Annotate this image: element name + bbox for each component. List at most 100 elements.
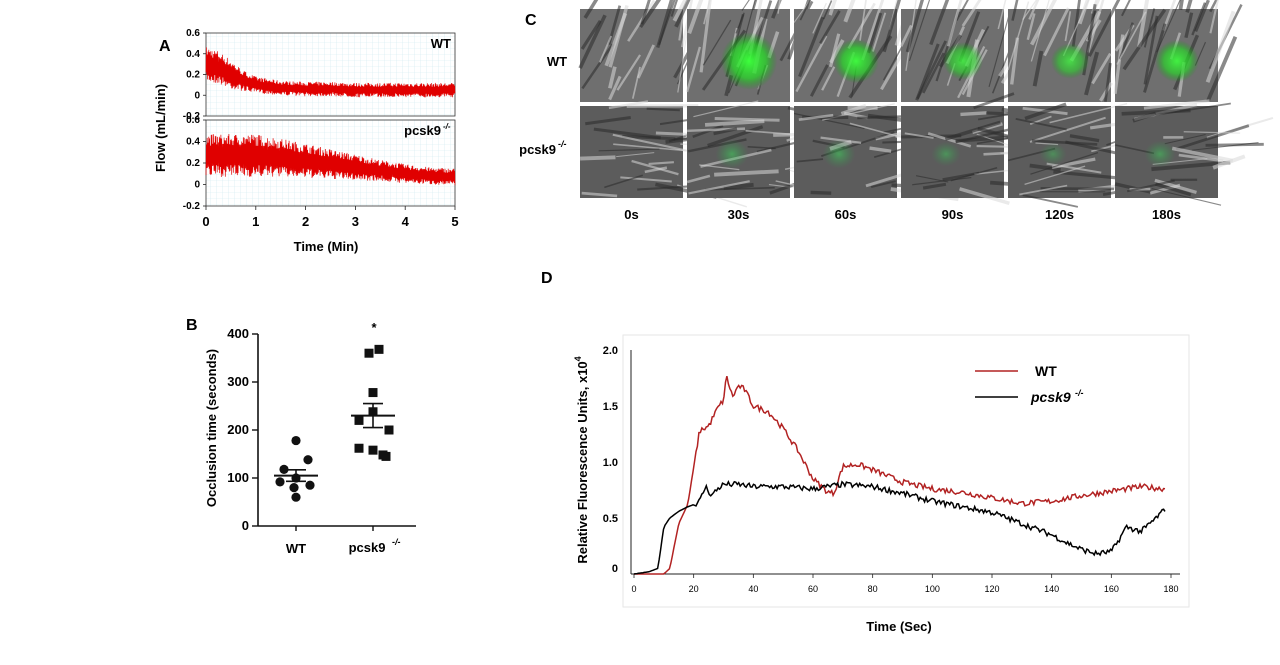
micrograph-texture xyxy=(1155,182,1192,197)
panel-a-xtick-label: 1 xyxy=(252,214,259,229)
fluorescence-signal xyxy=(942,42,984,80)
time-label-60s: 60s xyxy=(835,207,857,222)
micrograph-texture xyxy=(631,66,641,99)
wt-point xyxy=(303,455,313,465)
micrograph-texture xyxy=(1143,23,1167,93)
pcsk9-point xyxy=(364,348,374,358)
micrograph-texture xyxy=(944,120,1001,141)
micrograph-texture xyxy=(752,0,758,11)
micrograph-texture xyxy=(581,191,618,198)
micrograph-texture xyxy=(714,169,779,177)
micrograph-texture xyxy=(627,0,656,42)
panel-b-ytick-label: 0 xyxy=(242,518,249,533)
panel-a-ytick-label: 0.2 xyxy=(186,70,200,81)
micrograph-texture xyxy=(799,0,812,21)
fluorescence-signal xyxy=(715,139,749,169)
micrograph-texture xyxy=(1121,108,1191,116)
pcsk9-point xyxy=(374,344,384,354)
micrograph-texture xyxy=(693,100,759,118)
micrograph-texture xyxy=(871,12,887,52)
panel-d-ylabel: Relative Fluorescence Units, x104 xyxy=(573,356,590,563)
panel-b-letter: B xyxy=(186,317,198,334)
micrograph-texture xyxy=(1077,0,1090,25)
micrograph-texture xyxy=(1162,0,1177,31)
legend-ko-label: pcsk9 xyxy=(1030,389,1071,405)
panel-d-ylabel-main: Relative Fluorescence Units, x10 xyxy=(575,361,590,563)
micrograph-texture xyxy=(699,0,712,73)
micrograph-texture xyxy=(1049,102,1128,124)
micrograph-texture xyxy=(699,164,740,171)
micrograph-texture xyxy=(922,182,947,190)
panel-a-ytick-label: 0.4 xyxy=(186,137,200,148)
panel-d-xtick-label: 40 xyxy=(748,584,758,594)
micrograph-texture xyxy=(648,161,674,166)
micrograph-texture xyxy=(828,33,841,68)
micrograph-texture xyxy=(598,148,660,152)
micrograph-texture xyxy=(656,0,674,49)
micrograph-texture xyxy=(1178,0,1184,11)
panel-d-xtick-label: 20 xyxy=(689,584,699,594)
panel-c-row-wt: WT xyxy=(547,54,567,69)
micrograph-texture xyxy=(869,146,892,153)
micrograph-texture xyxy=(819,10,841,45)
time-label-180s: 180s xyxy=(1152,207,1181,222)
panel-a-ytick-label: 0.6 xyxy=(186,28,200,39)
time-label-90s: 90s xyxy=(942,207,964,222)
panel-b-cat-ko-sup: -/- xyxy=(392,537,401,547)
panel-a-traces xyxy=(205,47,456,186)
panel-d-ticks: 0 0.5 1.0 1.5 2.0 0 20 40 60 80 100 120 140 160 180 xyxy=(603,345,1179,594)
micrograph-texture xyxy=(707,125,764,148)
panel-c-letter: C xyxy=(525,12,537,29)
panel-b-ytick-label: 200 xyxy=(227,422,249,437)
micrograph-texture xyxy=(1143,8,1156,48)
panel-a-ytick-label: -0.2 xyxy=(183,111,201,122)
fluorescence-signal xyxy=(822,139,856,169)
micrograph-texture xyxy=(973,92,1015,110)
micrograph-texture xyxy=(1191,2,1207,36)
micrograph-texture xyxy=(796,158,824,163)
micrograph-texture xyxy=(795,35,828,93)
micrograph-texture xyxy=(1171,146,1234,163)
micrograph-background xyxy=(580,106,683,198)
micrograph-texture xyxy=(1026,13,1036,41)
fluorescence-signal xyxy=(1039,142,1067,166)
micrograph-texture xyxy=(1051,157,1096,169)
micrograph-texture xyxy=(1022,194,1079,208)
micrograph-texture xyxy=(578,14,607,69)
micrograph-texture xyxy=(580,19,602,50)
micrograph-texture xyxy=(1024,102,1067,121)
panel-a-xlabel: Time (Min) xyxy=(294,239,359,254)
micrograph-texture xyxy=(1143,99,1210,110)
panel-d-xtick-label: 180 xyxy=(1163,584,1178,594)
micrograph-texture xyxy=(613,143,691,152)
panel-a-bottom-label-sup: -/- xyxy=(443,122,451,131)
micrograph-texture xyxy=(747,145,776,150)
panel-c-row-ko: pcsk9 xyxy=(519,142,556,157)
micrograph-texture xyxy=(1028,0,1040,20)
micrograph-texture xyxy=(899,24,913,47)
time-label-0s: 0s xyxy=(624,207,638,222)
micrograph-texture xyxy=(1205,142,1264,147)
time-label-30s: 30s xyxy=(728,207,750,222)
panel-b-cat-wt: WT xyxy=(286,541,306,556)
micrograph-texture xyxy=(735,12,745,34)
micrograph-texture xyxy=(670,0,678,17)
micrograph-texture xyxy=(1029,163,1061,172)
panel-a-ytick-label: 0.2 xyxy=(186,158,200,169)
pcsk9-point xyxy=(368,388,378,398)
panel-d-xtick-label: 60 xyxy=(808,584,818,594)
wt-point xyxy=(279,464,289,474)
pcsk9-point xyxy=(378,450,388,460)
fluorescence-line-pcsk9 xyxy=(633,479,1166,575)
panel-b-significance: * xyxy=(371,320,377,335)
micrograph-texture xyxy=(1122,8,1167,71)
panel-d-ylabel-sup: 4 xyxy=(573,356,583,361)
micrograph-texture xyxy=(798,16,825,78)
panel-a-top-label: WT xyxy=(431,36,451,51)
micrograph-texture xyxy=(608,100,649,110)
micrograph-texture xyxy=(870,180,896,188)
micrograph-wt-0s xyxy=(578,0,704,102)
micrograph-texture xyxy=(1143,15,1159,85)
micrograph-texture xyxy=(1029,116,1106,143)
